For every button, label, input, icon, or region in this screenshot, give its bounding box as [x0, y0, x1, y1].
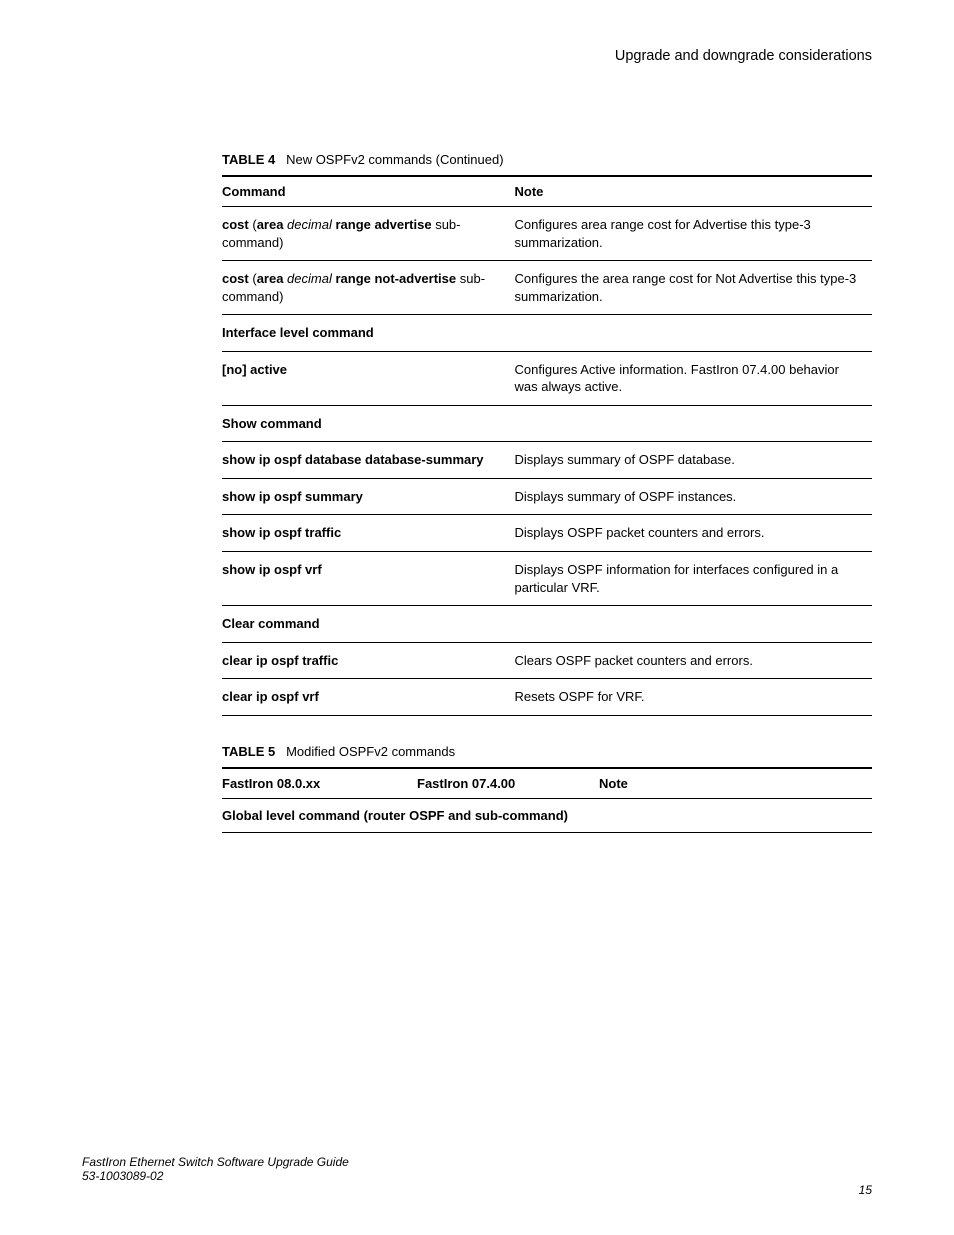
command-cell: cost (area decimal range not-advertise s… — [222, 261, 515, 315]
section-label: Global level command (router OSPF and su… — [222, 798, 872, 832]
table5-header-c3: Note — [599, 768, 872, 799]
main-content: TABLE 4 New OSPFv2 commands (Continued) … — [82, 152, 872, 833]
command-cell: clear ip ospf vrf — [222, 679, 515, 716]
table-row: show ip ospf summary Displays summary of… — [222, 478, 872, 515]
cmd-part: range advertise — [335, 217, 431, 232]
command-cell: show ip ospf traffic — [222, 515, 515, 552]
table-section-row: Global level command (router OSPF and su… — [222, 798, 872, 832]
table-row: clear ip ospf vrf Resets OSPF for VRF. — [222, 679, 872, 716]
cmd-part: range not-advertise — [335, 271, 456, 286]
note-cell: Displays summary of OSPF instances. — [515, 478, 873, 515]
cmd-part: cost — [222, 217, 249, 232]
footer-title: FastIron Ethernet Switch Software Upgrad… — [82, 1155, 872, 1169]
command-cell: clear ip ospf traffic — [222, 642, 515, 679]
table5-caption: TABLE 5 Modified OSPFv2 commands — [222, 744, 872, 759]
table-row: [no] active Configures Active informatio… — [222, 351, 872, 405]
command-cell: show ip ospf vrf — [222, 552, 515, 606]
table5-caption-spacer — [279, 744, 286, 759]
note-cell: Configures Active information. FastIron … — [515, 351, 873, 405]
command-cell: [no] active — [222, 351, 515, 405]
note-cell: Displays OSPF packet counters and errors… — [515, 515, 873, 552]
section-label: Clear command — [222, 606, 872, 643]
command-cell: cost (area decimal range advertise sub-c… — [222, 207, 515, 261]
table-row: show ip ospf traffic Displays OSPF packe… — [222, 515, 872, 552]
table-section-row: Clear command — [222, 606, 872, 643]
cmd-part: decimal — [283, 217, 335, 232]
table-row: cost (area decimal range advertise sub-c… — [222, 207, 872, 261]
section-label: Interface level command — [222, 315, 872, 352]
table4-header-note: Note — [515, 176, 873, 207]
page-container: Upgrade and downgrade considerations TAB… — [0, 0, 954, 833]
table4-header-row: Command Note — [222, 176, 872, 207]
command-cell: show ip ospf summary — [222, 478, 515, 515]
table5: FastIron 08.0.xx FastIron 07.4.00 Note G… — [222, 767, 872, 833]
cmd-part: ( — [249, 271, 257, 286]
note-cell: Displays OSPF information for interfaces… — [515, 552, 873, 606]
table4-header-command: Command — [222, 176, 515, 207]
note-cell: Clears OSPF packet counters and errors. — [515, 642, 873, 679]
command-cell: show ip ospf database database-summary — [222, 442, 515, 479]
note-cell: Configures the area range cost for Not A… — [515, 261, 873, 315]
table5-header-c1: FastIron 08.0.xx — [222, 768, 417, 799]
table-row: show ip ospf vrf Displays OSPF informati… — [222, 552, 872, 606]
table4-caption: TABLE 4 New OSPFv2 commands (Continued) — [222, 152, 872, 167]
table5-header-c2: FastIron 07.4.00 — [417, 768, 599, 799]
footer-docnum: 53-1003089-02 — [82, 1169, 872, 1183]
cmd-part: area — [257, 271, 284, 286]
table4: Command Note cost (area decimal range ad… — [222, 175, 872, 716]
table4-caption-text2: New OSPFv2 commands (Continued) — [286, 152, 503, 167]
table-section-row: Interface level command — [222, 315, 872, 352]
table5-header-row: FastIron 08.0.xx FastIron 07.4.00 Note — [222, 768, 872, 799]
table-section-row: Show command — [222, 405, 872, 442]
cmd-part: cost — [222, 271, 249, 286]
table4-label: TABLE 4 — [222, 152, 275, 167]
cmd-part: ( — [249, 217, 257, 232]
table5-caption-text: Modified OSPFv2 commands — [286, 744, 455, 759]
page-footer: FastIron Ethernet Switch Software Upgrad… — [82, 1155, 872, 1197]
note-cell: Resets OSPF for VRF. — [515, 679, 873, 716]
table-row: clear ip ospf traffic Clears OSPF packet… — [222, 642, 872, 679]
note-cell: Displays summary of OSPF database. — [515, 442, 873, 479]
table4-caption-text — [279, 152, 286, 167]
note-cell: Configures area range cost for Advertise… — [515, 207, 873, 261]
page-number: 15 — [859, 1183, 872, 1197]
table5-label: TABLE 5 — [222, 744, 275, 759]
section-label: Show command — [222, 405, 872, 442]
table-row: cost (area decimal range not-advertise s… — [222, 261, 872, 315]
cmd-part: area — [257, 217, 284, 232]
table-row: show ip ospf database database-summary D… — [222, 442, 872, 479]
cmd-part: decimal — [283, 271, 335, 286]
header-section-title: Upgrade and downgrade considerations — [82, 48, 872, 64]
